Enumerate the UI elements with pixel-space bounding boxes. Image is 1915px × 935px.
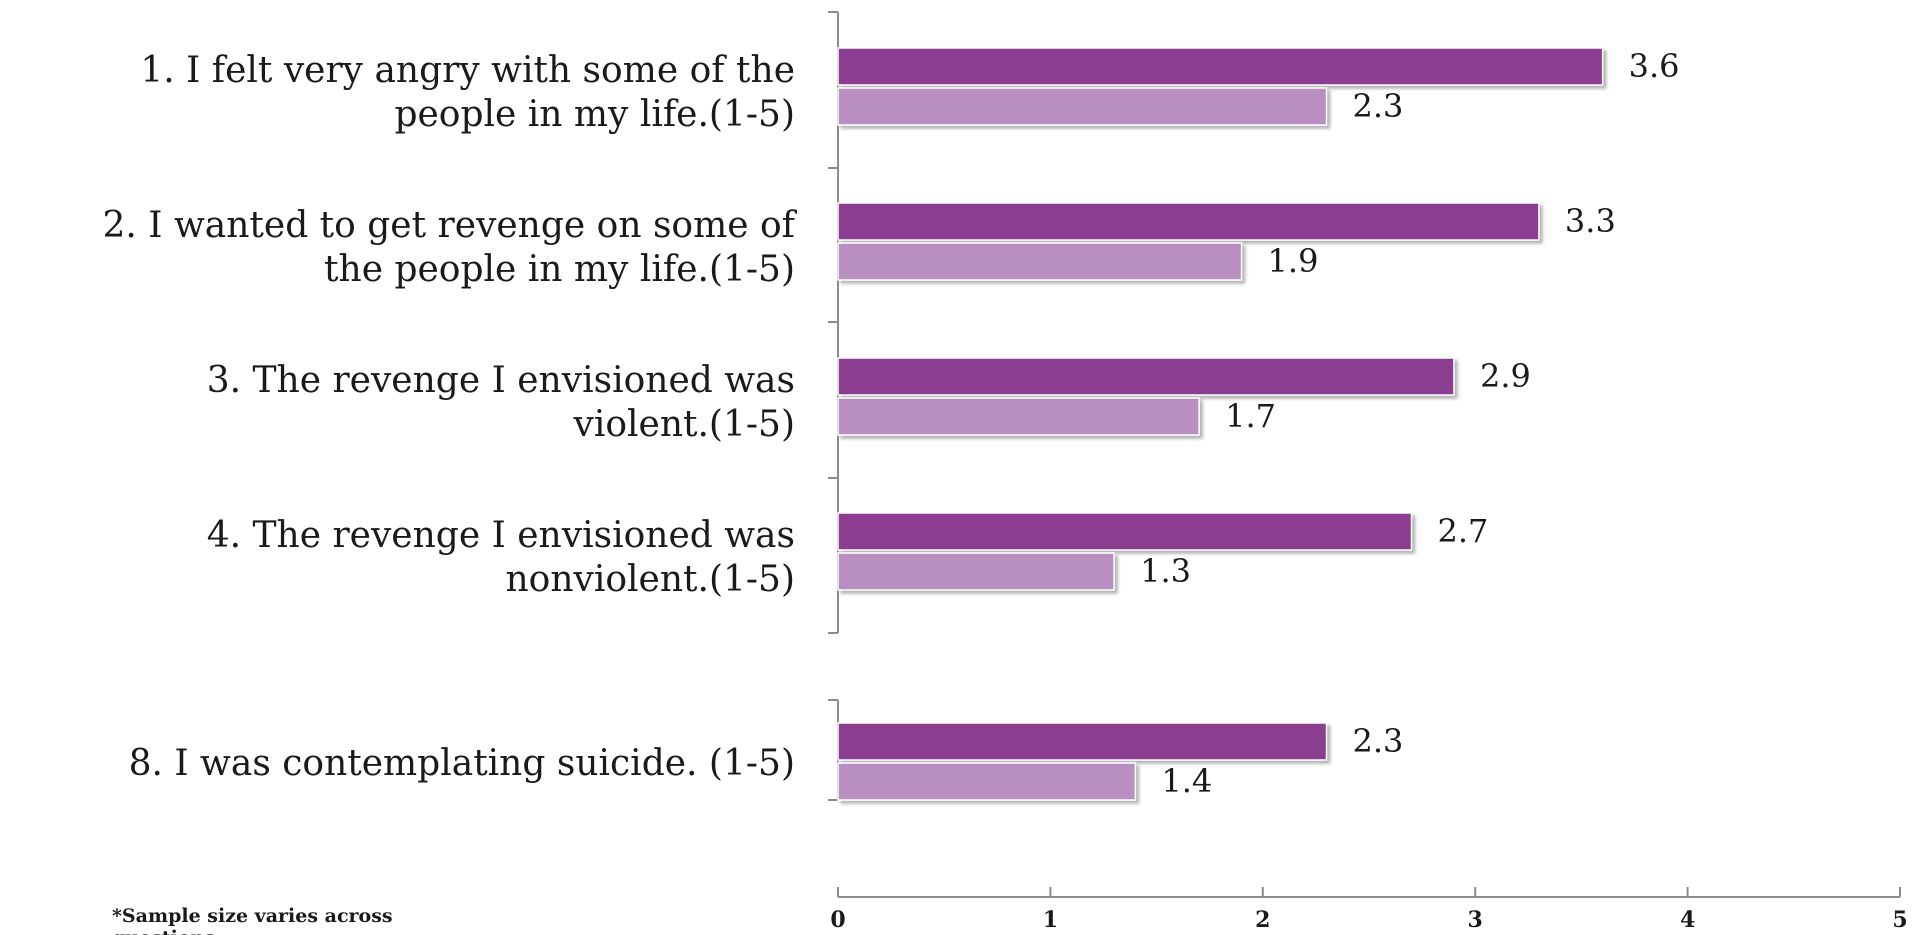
data-label: 1.4 (1161, 762, 1212, 800)
bars (837, 47, 1604, 801)
footnote-line-2: questions (112, 927, 215, 935)
category-label-line: people in my life.(1-5) (394, 94, 795, 135)
category-label-line: 2. I wanted to get revenge on some of (103, 205, 798, 246)
category-label-line: 4. The revenge I envisioned was (207, 515, 795, 556)
data-label: 2.3 (1353, 722, 1404, 760)
data-label: 1.7 (1225, 397, 1276, 435)
data-label: 2.9 (1480, 357, 1531, 395)
footnote: *Sample size varies across questions (112, 905, 399, 935)
bar-series-2-cat-2 (837, 242, 1243, 281)
category-label-line: nonviolent.(1-5) (505, 559, 795, 600)
category-label: 1. I felt very angry with some of the peo… (140, 50, 795, 135)
data-label: 3.6 (1629, 47, 1680, 85)
footnote-line-1: *Sample size varies across (112, 905, 393, 927)
category-label: 8. I was contemplating suicide. (1-5) (129, 743, 795, 784)
value-labels: 3.6 3.3 2.9 2.7 2.3 2.3 1.9 1.7 1.3 1.4 (1140, 47, 1679, 800)
x-axis-ticks: 0 1 2 3 4 5 (830, 887, 1908, 933)
category-label: 4. The revenge I envisioned was nonviolen… (207, 515, 795, 600)
bar-series-2-cat-1 (837, 87, 1328, 126)
data-label: 2.7 (1437, 512, 1488, 550)
data-label: 1.9 (1268, 242, 1319, 280)
category-label-line: 1. I felt very angry with some of the (140, 50, 795, 91)
category-label-line: 8. I was contemplating suicide. (1-5) (129, 743, 795, 784)
category-label: 2. I wanted to get revenge on some of the… (103, 205, 798, 290)
bar-series-1-cat-2 (837, 202, 1540, 241)
bar-series-1-cat-4 (837, 512, 1413, 551)
data-label: 2.3 (1353, 87, 1404, 125)
category-label: 3. The revenge I envisioned was violent.(… (207, 360, 795, 445)
x-tick-label: 4 (1680, 907, 1695, 933)
bar-series-1-cat-1 (837, 47, 1604, 86)
category-label-line: violent.(1-5) (572, 404, 795, 445)
x-tick-label: 2 (1255, 907, 1270, 933)
x-tick-label: 3 (1468, 907, 1483, 933)
x-tick-label: 0 (830, 907, 845, 933)
category-labels: 1. I felt very angry with some of the peo… (103, 50, 798, 784)
data-label: 1.3 (1140, 552, 1191, 590)
x-tick-label: 1 (1043, 907, 1058, 933)
bar-series-2-cat-5 (837, 762, 1137, 801)
bar-series-2-cat-4 (837, 552, 1115, 591)
bar-series-1-cat-5 (837, 722, 1328, 761)
category-label-line: 3. The revenge I envisioned was (207, 360, 795, 401)
x-tick-label: 5 (1892, 907, 1907, 933)
bar-series-1-cat-3 (837, 357, 1455, 396)
data-label: 3.3 (1565, 202, 1616, 240)
category-label-line: the people in my life.(1-5) (324, 249, 795, 290)
bar-series-2-cat-3 (837, 397, 1200, 436)
